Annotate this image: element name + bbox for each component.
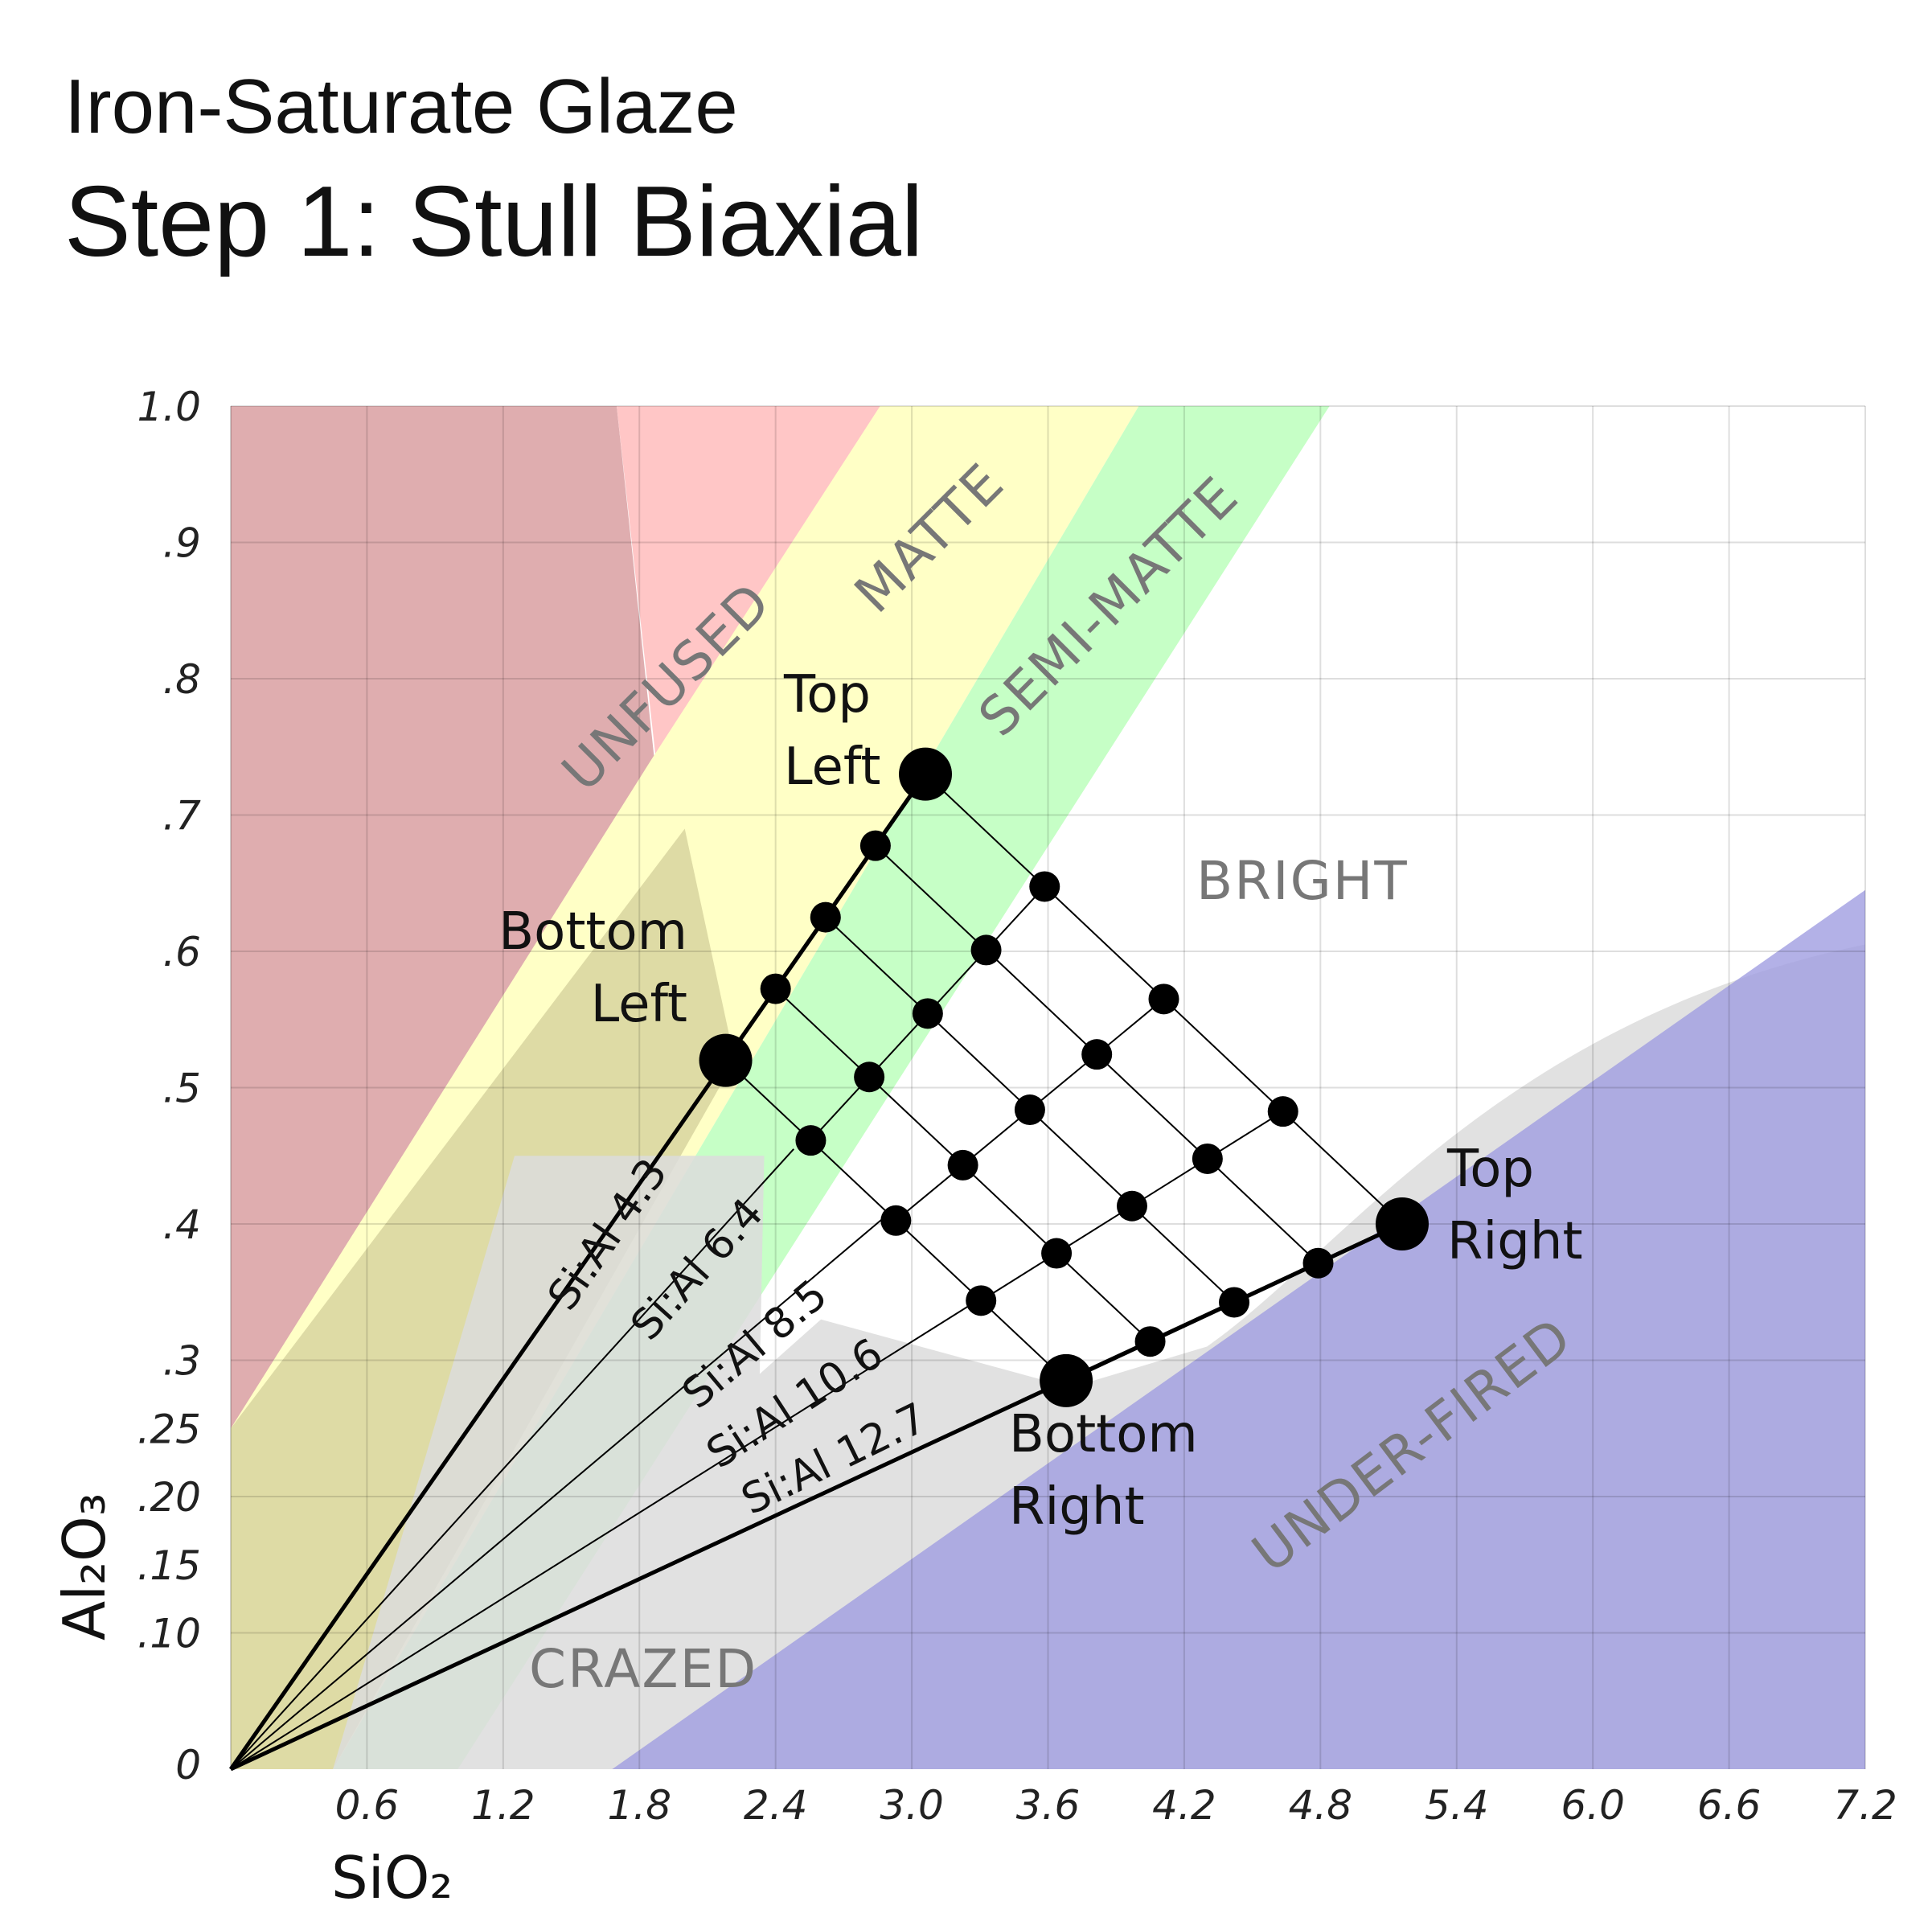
x-tick-label: 2.4 [744, 1782, 808, 1829]
y-tick-label: .9 [162, 520, 201, 567]
corner-label: Bottom Left [498, 902, 687, 1034]
test-point [1267, 1096, 1298, 1127]
y-tick-label: .6 [162, 929, 201, 975]
test-point [1081, 1039, 1113, 1070]
x-tick-label: 3.6 [1016, 1782, 1081, 1829]
test-point [1192, 1143, 1223, 1174]
test-grid-layer [699, 747, 1429, 1407]
test-point [1302, 1247, 1334, 1279]
x-tick-label: 1.2 [471, 1782, 535, 1829]
corner-label: Bottom Right [1009, 1405, 1198, 1537]
ratio-line [230, 1148, 794, 1770]
test-point [1041, 1238, 1073, 1269]
test-point [854, 1062, 885, 1093]
test-point [912, 998, 943, 1029]
corner-point [899, 747, 953, 801]
x-tick-label: 4.2 [1152, 1782, 1216, 1829]
corner-label: Top Left [783, 665, 880, 797]
test-point [947, 1149, 978, 1181]
chart-subtitle: Iron-Saturate Glaze [64, 64, 738, 150]
y-tick-label: 0 [175, 1742, 201, 1788]
y-tick-label: .8 [162, 656, 201, 703]
y-tick-label: .5 [162, 1066, 201, 1112]
corner-point [699, 1033, 753, 1087]
y-tick-label: .25 [137, 1406, 201, 1452]
x-tick-label: 0.6 [335, 1782, 400, 1829]
corner-point [1040, 1353, 1093, 1407]
corner-point [1375, 1197, 1429, 1250]
ratio-line [230, 1298, 981, 1770]
test-point [1148, 983, 1179, 1015]
test-point [1014, 1094, 1045, 1126]
test-point [760, 973, 791, 1004]
y-tick-label: .20 [137, 1474, 201, 1521]
test-point [859, 830, 891, 861]
test-point [1029, 871, 1060, 902]
test-point [795, 1125, 827, 1156]
regions-layer [231, 406, 1865, 1769]
y-axis-label: Al₂O₃ [51, 1493, 118, 1640]
y-tick-label: .4 [162, 1201, 201, 1248]
test-point [1134, 1326, 1166, 1357]
corner-label: Top Right [1446, 1140, 1583, 1271]
y-tick-label: .7 [162, 793, 201, 840]
corner-labels: Top Left Bottom Left Top Right Bottom Right [498, 665, 1582, 1537]
axis-ticks: 0.6 1.2 1.8 2.4 3.0 3.6 4.2 4.8 5.4 6.0 6.6 7.2 0 .10… [137, 384, 1897, 1829]
test-point [810, 901, 841, 933]
x-tick-label: 6.6 [1697, 1782, 1762, 1829]
x-tick-label: 6.0 [1561, 1782, 1625, 1829]
test-point [966, 1285, 997, 1316]
y-tick-label: .15 [137, 1542, 201, 1589]
x-tick-label: 1.8 [607, 1782, 671, 1829]
y-tick-label: .3 [162, 1338, 201, 1385]
x-tick-label: 5.4 [1425, 1782, 1489, 1829]
chart-title: Step 1: Stull Biaxial [64, 166, 924, 277]
test-point [1116, 1190, 1147, 1222]
x-tick-label: 7.2 [1833, 1782, 1897, 1829]
unfused-region [231, 406, 690, 1429]
test-point [1219, 1287, 1250, 1318]
grid-layer [230, 405, 1866, 1769]
region-label-crazed: CRAZED [529, 1638, 757, 1700]
test-point [880, 1205, 912, 1236]
x-axis-label: SiO₂ [331, 1844, 453, 1912]
y-tick-label: .10 [137, 1611, 201, 1657]
region-label-bright: BRIGHT [1196, 850, 1409, 912]
test-point [970, 934, 1002, 966]
y-tick-label: 1.0 [137, 384, 201, 430]
x-tick-label: 4.8 [1289, 1782, 1353, 1829]
ratio-line [230, 1216, 885, 1770]
x-tick-label: 3.0 [880, 1782, 944, 1829]
under-fired-region [612, 889, 1865, 1769]
